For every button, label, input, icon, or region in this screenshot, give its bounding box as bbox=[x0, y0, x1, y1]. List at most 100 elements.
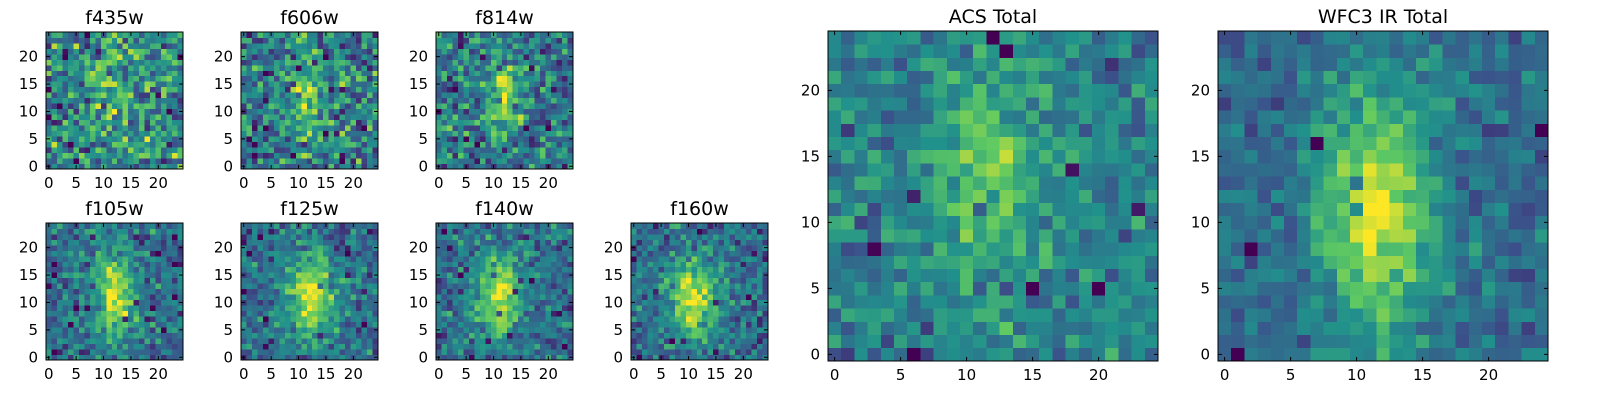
heatmap-cell bbox=[1105, 189, 1119, 203]
heatmap-cell bbox=[296, 278, 302, 284]
heatmap-cell bbox=[697, 245, 703, 251]
heatmap-cell bbox=[307, 322, 313, 328]
heatmap-cell bbox=[557, 305, 563, 311]
heatmap-cell bbox=[669, 245, 675, 251]
heatmap-cell bbox=[156, 300, 162, 306]
heatmap-cell bbox=[345, 142, 351, 148]
heatmap-cell bbox=[274, 54, 280, 60]
heatmap-cell bbox=[323, 114, 329, 120]
heatmap-cell bbox=[907, 282, 921, 296]
heatmap-cell bbox=[741, 256, 747, 262]
heatmap-cell bbox=[496, 250, 502, 256]
heatmap-cell bbox=[828, 229, 842, 243]
heatmap-cell bbox=[658, 305, 664, 311]
heatmap-cell bbox=[551, 103, 557, 109]
heatmap-cell bbox=[362, 333, 368, 339]
heatmap-cell bbox=[920, 163, 934, 177]
heatmap-cell bbox=[274, 349, 280, 355]
y-tick-label: 10 bbox=[214, 293, 233, 311]
heatmap-cell bbox=[246, 131, 252, 137]
heatmap-cell bbox=[529, 228, 535, 234]
heatmap-cell bbox=[68, 333, 74, 339]
heatmap-cell bbox=[469, 98, 475, 104]
heatmap-cell bbox=[491, 316, 497, 322]
heatmap-cell bbox=[513, 245, 519, 251]
heatmap-cell bbox=[172, 272, 178, 278]
heatmap-cell bbox=[90, 344, 96, 350]
heatmap-cell bbox=[562, 349, 568, 355]
heatmap-cell bbox=[290, 305, 296, 311]
heatmap-cell bbox=[150, 322, 156, 328]
heatmap-cell bbox=[854, 269, 868, 283]
heatmap-cell bbox=[128, 76, 134, 82]
heatmap-cell bbox=[480, 32, 486, 38]
heatmap-cell bbox=[551, 278, 557, 284]
heatmap-cell bbox=[46, 125, 52, 131]
heatmap-cell bbox=[491, 92, 497, 98]
heatmap-cell bbox=[485, 300, 491, 306]
heatmap-cell bbox=[318, 153, 324, 159]
heatmap-cell bbox=[708, 283, 714, 289]
heatmap-cell bbox=[447, 344, 453, 350]
heatmap-cell bbox=[95, 333, 101, 339]
heatmap-cell bbox=[117, 322, 123, 328]
heatmap-cell bbox=[90, 37, 96, 43]
heatmap-cell bbox=[84, 81, 90, 87]
heatmap-cell bbox=[73, 239, 79, 245]
heatmap-cell bbox=[95, 261, 101, 267]
heatmap-cell bbox=[362, 289, 368, 295]
heatmap-cell bbox=[452, 131, 458, 137]
heatmap-cell bbox=[84, 267, 90, 273]
heatmap-cell bbox=[664, 261, 670, 267]
heatmap-cell bbox=[1026, 229, 1040, 243]
heatmap-cell bbox=[702, 289, 708, 295]
heatmap-cell bbox=[496, 98, 502, 104]
heatmap-cell bbox=[172, 87, 178, 93]
heatmap-cell bbox=[947, 255, 961, 269]
heatmap-cell bbox=[117, 223, 123, 229]
heatmap-cell bbox=[134, 131, 140, 137]
heatmap-cell bbox=[447, 256, 453, 262]
heatmap-cell bbox=[279, 65, 285, 71]
heatmap-cell bbox=[268, 92, 274, 98]
heatmap-cell bbox=[263, 92, 269, 98]
heatmap-cell bbox=[463, 54, 469, 60]
heatmap-cell bbox=[274, 311, 280, 317]
heatmap-cell bbox=[697, 250, 703, 256]
heatmap-cell bbox=[496, 338, 502, 344]
y-tick-label: 5 bbox=[223, 130, 233, 148]
heatmap-cell bbox=[1039, 255, 1053, 269]
heatmap-cell bbox=[502, 344, 508, 350]
heatmap-cell bbox=[318, 234, 324, 240]
heatmap-cell bbox=[307, 349, 313, 355]
heatmap-cell bbox=[757, 267, 763, 273]
heatmap-cell bbox=[312, 338, 318, 344]
heatmap-cell bbox=[502, 131, 508, 137]
heatmap-cell bbox=[84, 333, 90, 339]
heatmap-cell bbox=[62, 300, 68, 306]
heatmap-cell bbox=[469, 278, 475, 284]
heatmap-cell bbox=[145, 32, 151, 38]
heatmap-cell bbox=[1079, 335, 1093, 349]
heatmap-cell bbox=[73, 338, 79, 344]
heatmap-cell bbox=[263, 48, 269, 54]
heatmap-cell bbox=[323, 289, 329, 295]
heatmap-cell bbox=[274, 65, 280, 71]
heatmap-cell bbox=[518, 338, 524, 344]
heatmap-cell bbox=[73, 48, 79, 54]
heatmap-cell bbox=[290, 344, 296, 350]
heatmap-cell bbox=[452, 344, 458, 350]
heatmap-cell bbox=[62, 158, 68, 164]
heatmap-cell bbox=[112, 147, 118, 153]
heatmap-cell bbox=[686, 322, 692, 328]
heatmap-cell bbox=[920, 282, 934, 296]
heatmap-cell bbox=[356, 131, 362, 137]
heatmap-cell bbox=[746, 272, 752, 278]
heatmap-cell bbox=[79, 125, 85, 131]
heatmap-cell bbox=[1132, 269, 1146, 283]
heatmap-cell bbox=[854, 321, 868, 335]
heatmap-cell bbox=[546, 256, 552, 262]
heatmap-cell bbox=[463, 43, 469, 49]
heatmap-cell bbox=[62, 65, 68, 71]
heatmap-cell bbox=[156, 87, 162, 93]
